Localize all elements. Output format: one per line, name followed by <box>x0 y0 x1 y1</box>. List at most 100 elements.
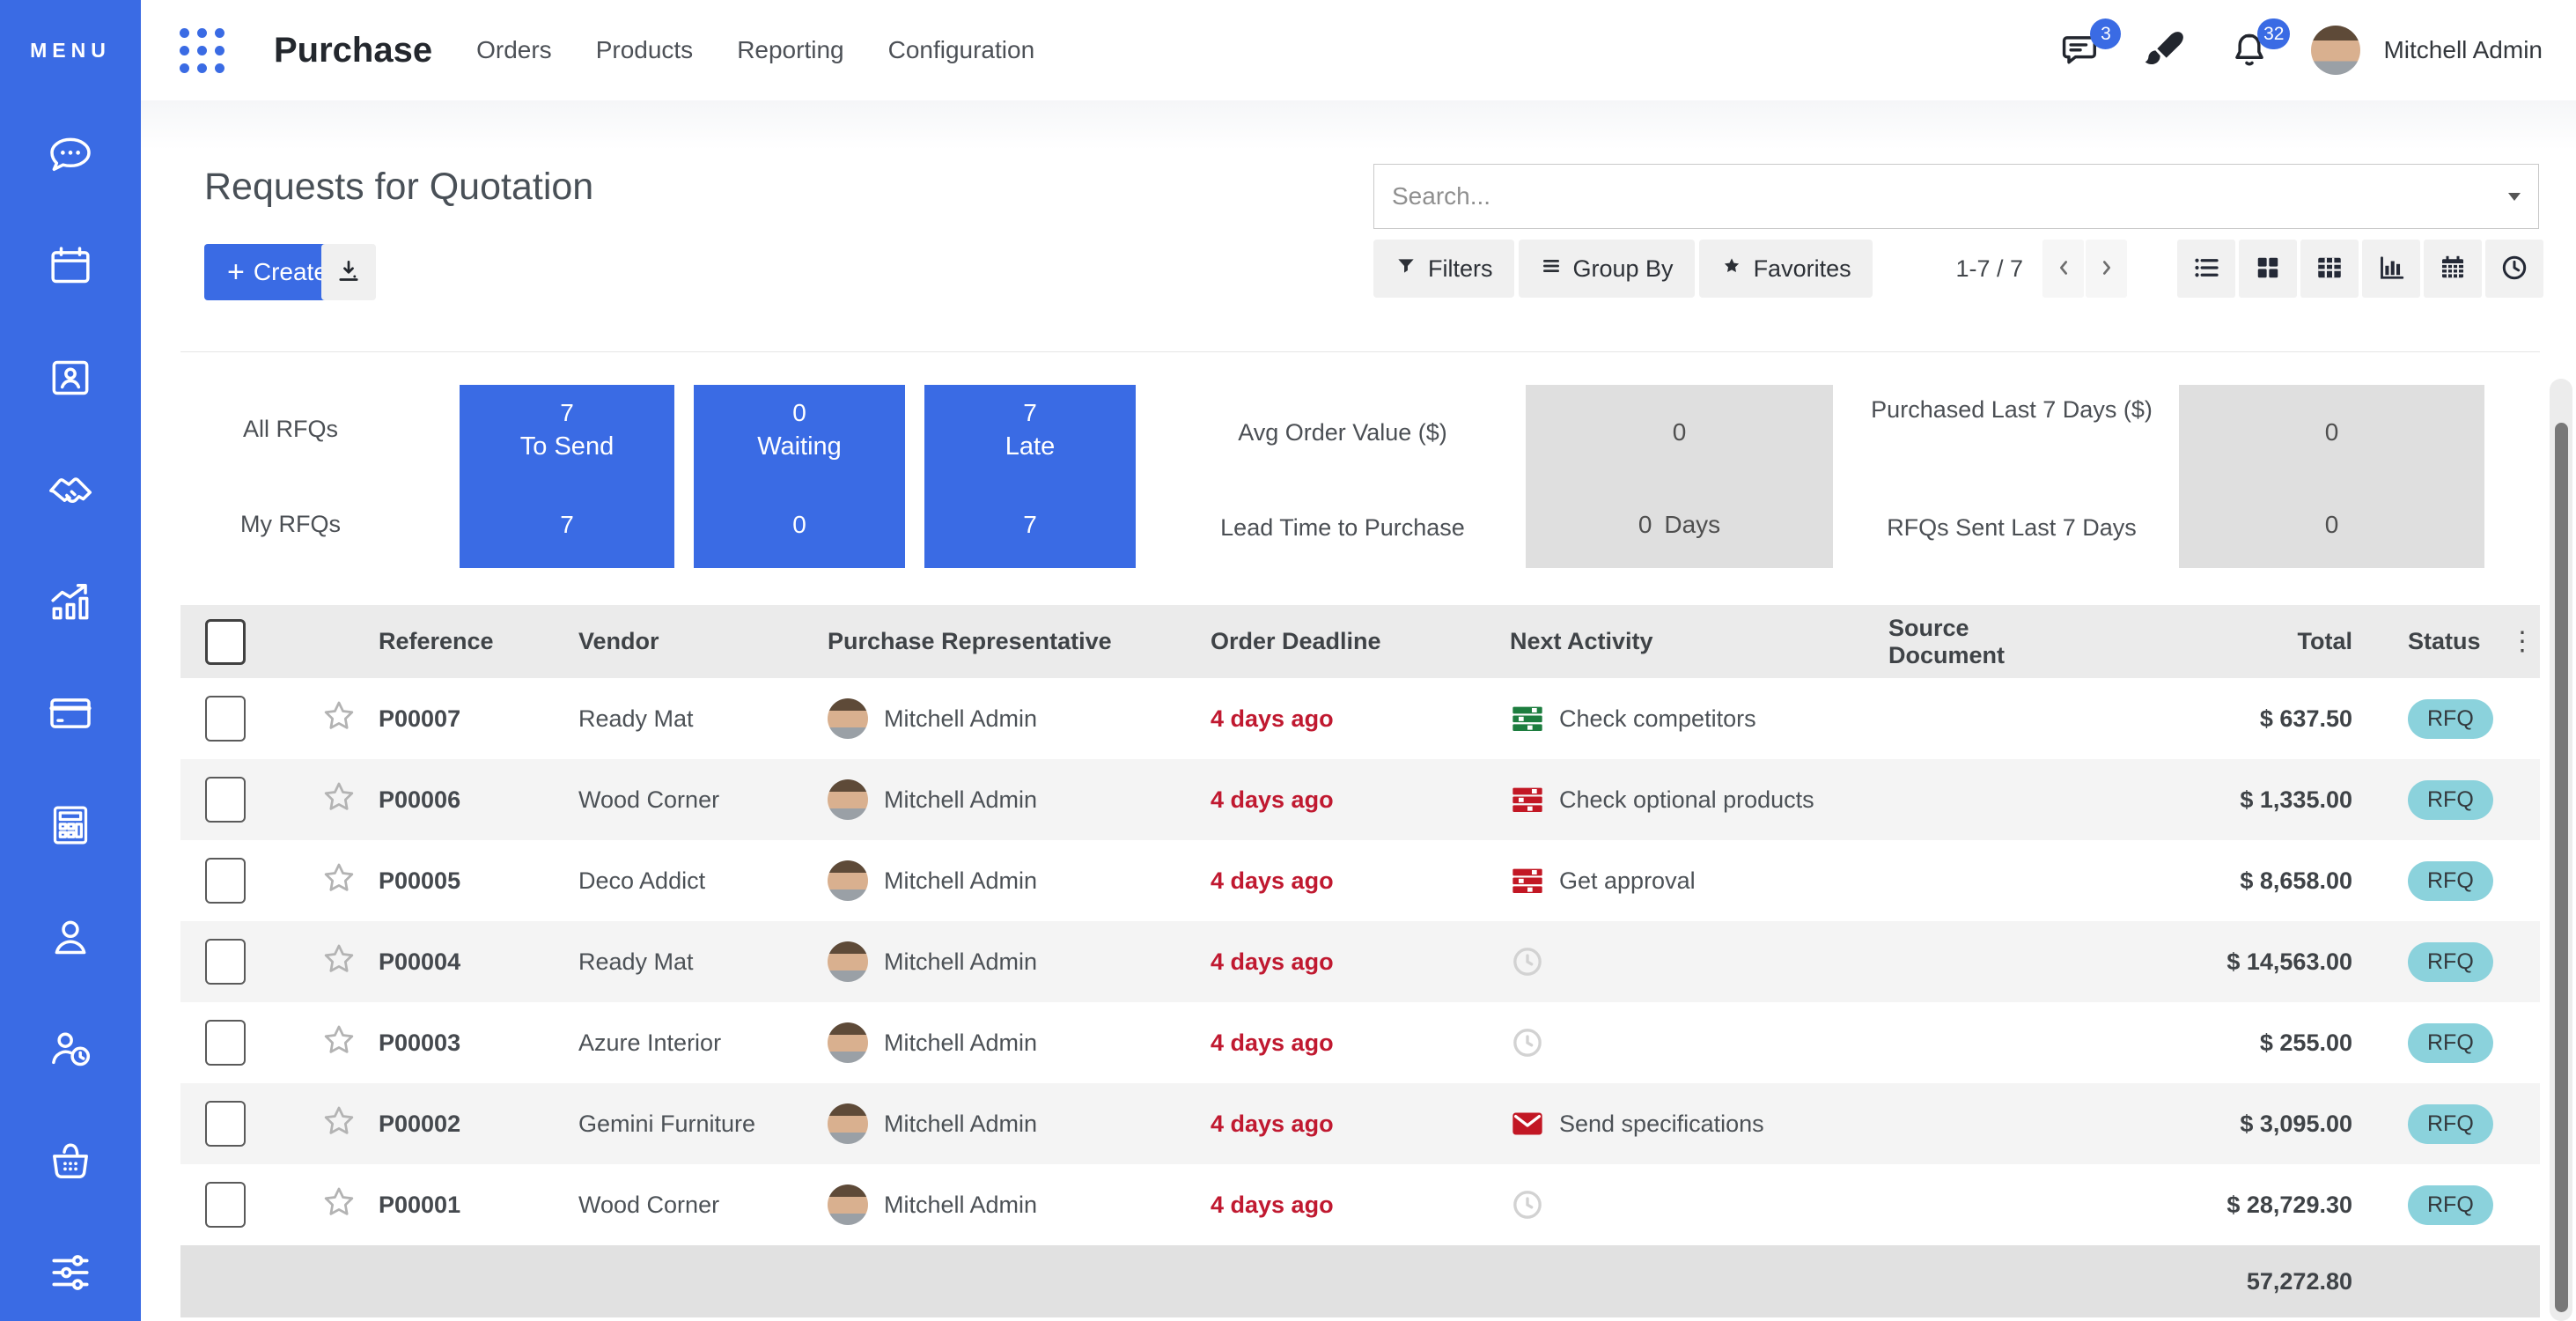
pivot-view-button[interactable] <box>2300 240 2359 298</box>
pager-previous-button[interactable] <box>2042 240 2084 298</box>
search-bar <box>1373 164 2539 229</box>
table-row[interactable]: P00006 Wood Corner Mitchell Admin 4 days… <box>180 759 2540 840</box>
my-rfqs-label[interactable]: My RFQs <box>240 511 341 537</box>
tasks-icon[interactable] <box>1510 782 1545 817</box>
favorite-star-icon[interactable] <box>320 1021 358 1066</box>
favorite-star-icon[interactable] <box>320 1183 358 1228</box>
list-view-button[interactable] <box>2177 240 2235 298</box>
tile-waiting[interactable]: 0 Waiting 0 <box>694 385 905 568</box>
tile-to-send[interactable]: 7 To Send 7 <box>460 385 674 568</box>
table-row[interactable]: P00001 Wood Corner Mitchell Admin 4 days… <box>180 1164 2540 1245</box>
column-header-deadline[interactable]: Order Deadline <box>1211 628 1381 654</box>
calendar-view-button[interactable] <box>2424 240 2482 298</box>
total-cell: $ 8,658.00 <box>2240 867 2352 894</box>
user-avatar[interactable] <box>2311 26 2361 75</box>
waiting-my-count[interactable]: 0 <box>792 511 806 538</box>
to-send-all-count[interactable]: 7 <box>560 399 574 426</box>
optional-columns-icon[interactable]: ⋮ <box>2509 626 2536 656</box>
navbar-shadow <box>141 100 2576 150</box>
representative-cell: Mitchell Admin <box>884 1110 1038 1137</box>
clock-icon[interactable] <box>1510 1187 1545 1222</box>
filters-button[interactable]: Filters <box>1373 240 1514 298</box>
row-checkbox[interactable] <box>205 1101 246 1147</box>
source-cell <box>1888 759 2082 840</box>
table-row[interactable]: P00005 Deco Addict Mitchell Admin 4 days… <box>180 840 2540 921</box>
reference-cell: P00001 <box>379 1191 461 1218</box>
pager-next-button[interactable] <box>2086 240 2127 298</box>
tasks-icon[interactable] <box>1510 863 1545 898</box>
clock-icon[interactable] <box>1510 1025 1545 1060</box>
favorite-star-icon[interactable] <box>320 778 358 823</box>
table-row[interactable]: P00002 Gemini Furniture Mitchell Admin 4… <box>180 1083 2540 1164</box>
sidebar-item-calendar[interactable] <box>0 212 141 324</box>
tasks-icon[interactable] <box>1510 701 1545 736</box>
messages-badge: 3 <box>2090 18 2122 49</box>
activity-view-button[interactable] <box>2485 240 2543 298</box>
sidebar-item-contacts[interactable] <box>0 324 141 436</box>
sidebar-item-crm[interactable] <box>0 436 141 548</box>
scrollbar-thumb[interactable] <box>2555 423 2568 1312</box>
late-my-count[interactable]: 7 <box>1023 511 1037 538</box>
export-button[interactable] <box>321 244 376 300</box>
row-checkbox[interactable] <box>205 777 246 823</box>
favorite-star-icon[interactable] <box>320 697 358 742</box>
user-menu[interactable]: Mitchell Admin <box>2383 36 2543 63</box>
contact-card-icon <box>46 353 95 407</box>
table-row[interactable]: P00004 Ready Mat Mitchell Admin 4 days a… <box>180 921 2540 1002</box>
sidebar-item-discuss[interactable] <box>0 100 141 212</box>
table-row[interactable]: P00007 Ready Mat Mitchell Admin 4 days a… <box>180 678 2540 759</box>
row-checkbox[interactable] <box>205 696 246 742</box>
sidebar-item-settings[interactable] <box>0 1219 141 1321</box>
sidebar-item-employees[interactable] <box>0 883 141 995</box>
all-rfqs-label[interactable]: All RFQs <box>243 416 338 442</box>
nav-item-reporting[interactable]: Reporting <box>737 36 844 63</box>
column-header-total[interactable]: Total <box>2297 628 2353 654</box>
column-header-status[interactable]: Status <box>2408 628 2481 654</box>
row-checkbox[interactable] <box>205 858 246 904</box>
sidebar-item-purchase[interactable] <box>0 1107 141 1219</box>
sidebar-item-accounting[interactable] <box>0 771 141 883</box>
messages-icon[interactable]: 3 <box>2057 18 2122 73</box>
kanban-view-button[interactable] <box>2239 240 2297 298</box>
sidebar-item-invoicing[interactable] <box>0 660 141 771</box>
lead-time-label: Lead Time to Purchase <box>1220 514 1465 541</box>
avatar <box>828 1184 868 1225</box>
late-all-count[interactable]: 7 <box>1023 399 1037 426</box>
favorite-star-icon[interactable] <box>320 859 358 904</box>
group-by-button[interactable]: Group By <box>1518 240 1695 298</box>
column-header-vendor[interactable]: Vendor <box>578 628 659 654</box>
column-header-source[interactable]: Source Document <box>1888 614 2006 668</box>
select-all-checkbox[interactable] <box>205 618 246 665</box>
app-name[interactable]: Purchase <box>274 30 433 70</box>
clock-icon[interactable] <box>1510 944 1545 979</box>
envelope-icon[interactable] <box>1510 1106 1545 1141</box>
favorite-star-icon[interactable] <box>320 940 358 985</box>
sidebar-item-sales[interactable] <box>0 548 141 660</box>
table-row[interactable]: P00003 Azure Interior Mitchell Admin 4 d… <box>180 1002 2540 1083</box>
nav-item-products[interactable]: Products <box>595 36 694 63</box>
waiting-all-count[interactable]: 0 <box>792 399 806 426</box>
favorite-star-icon[interactable] <box>320 1102 358 1147</box>
page-title: Requests for Quotation <box>204 166 594 208</box>
sidebar-item-attendance[interactable] <box>0 995 141 1107</box>
apps-menu-icon[interactable] <box>180 27 224 73</box>
search-input[interactable] <box>1374 182 2508 210</box>
theme-brush-icon[interactable] <box>2142 27 2188 73</box>
row-checkbox[interactable] <box>205 1020 246 1066</box>
nav-item-configuration[interactable]: Configuration <box>887 36 1035 63</box>
column-header-activity[interactable]: Next Activity <box>1510 628 1653 654</box>
vendor-cell: Gemini Furniture <box>578 1110 756 1137</box>
row-checkbox[interactable] <box>205 1182 246 1228</box>
nav-item-orders[interactable]: Orders <box>476 36 552 63</box>
tile-late[interactable]: 7 Late 7 <box>924 385 1136 568</box>
column-header-representative[interactable]: Purchase Representative <box>828 628 1112 654</box>
to-send-my-count[interactable]: 7 <box>560 511 574 538</box>
menu-label[interactable]: MENU <box>30 38 111 62</box>
notifications-bell-icon[interactable]: 32 <box>2226 18 2291 73</box>
column-header-reference[interactable]: Reference <box>379 628 494 654</box>
rfqs-sent-last-7-days-value: 0 <box>2324 511 2339 538</box>
row-checkbox[interactable] <box>205 939 246 985</box>
graph-view-button[interactable] <box>2362 240 2420 298</box>
favorites-button[interactable]: Favorites <box>1698 240 1873 298</box>
search-dropdown-caret-icon[interactable] <box>2508 192 2521 201</box>
